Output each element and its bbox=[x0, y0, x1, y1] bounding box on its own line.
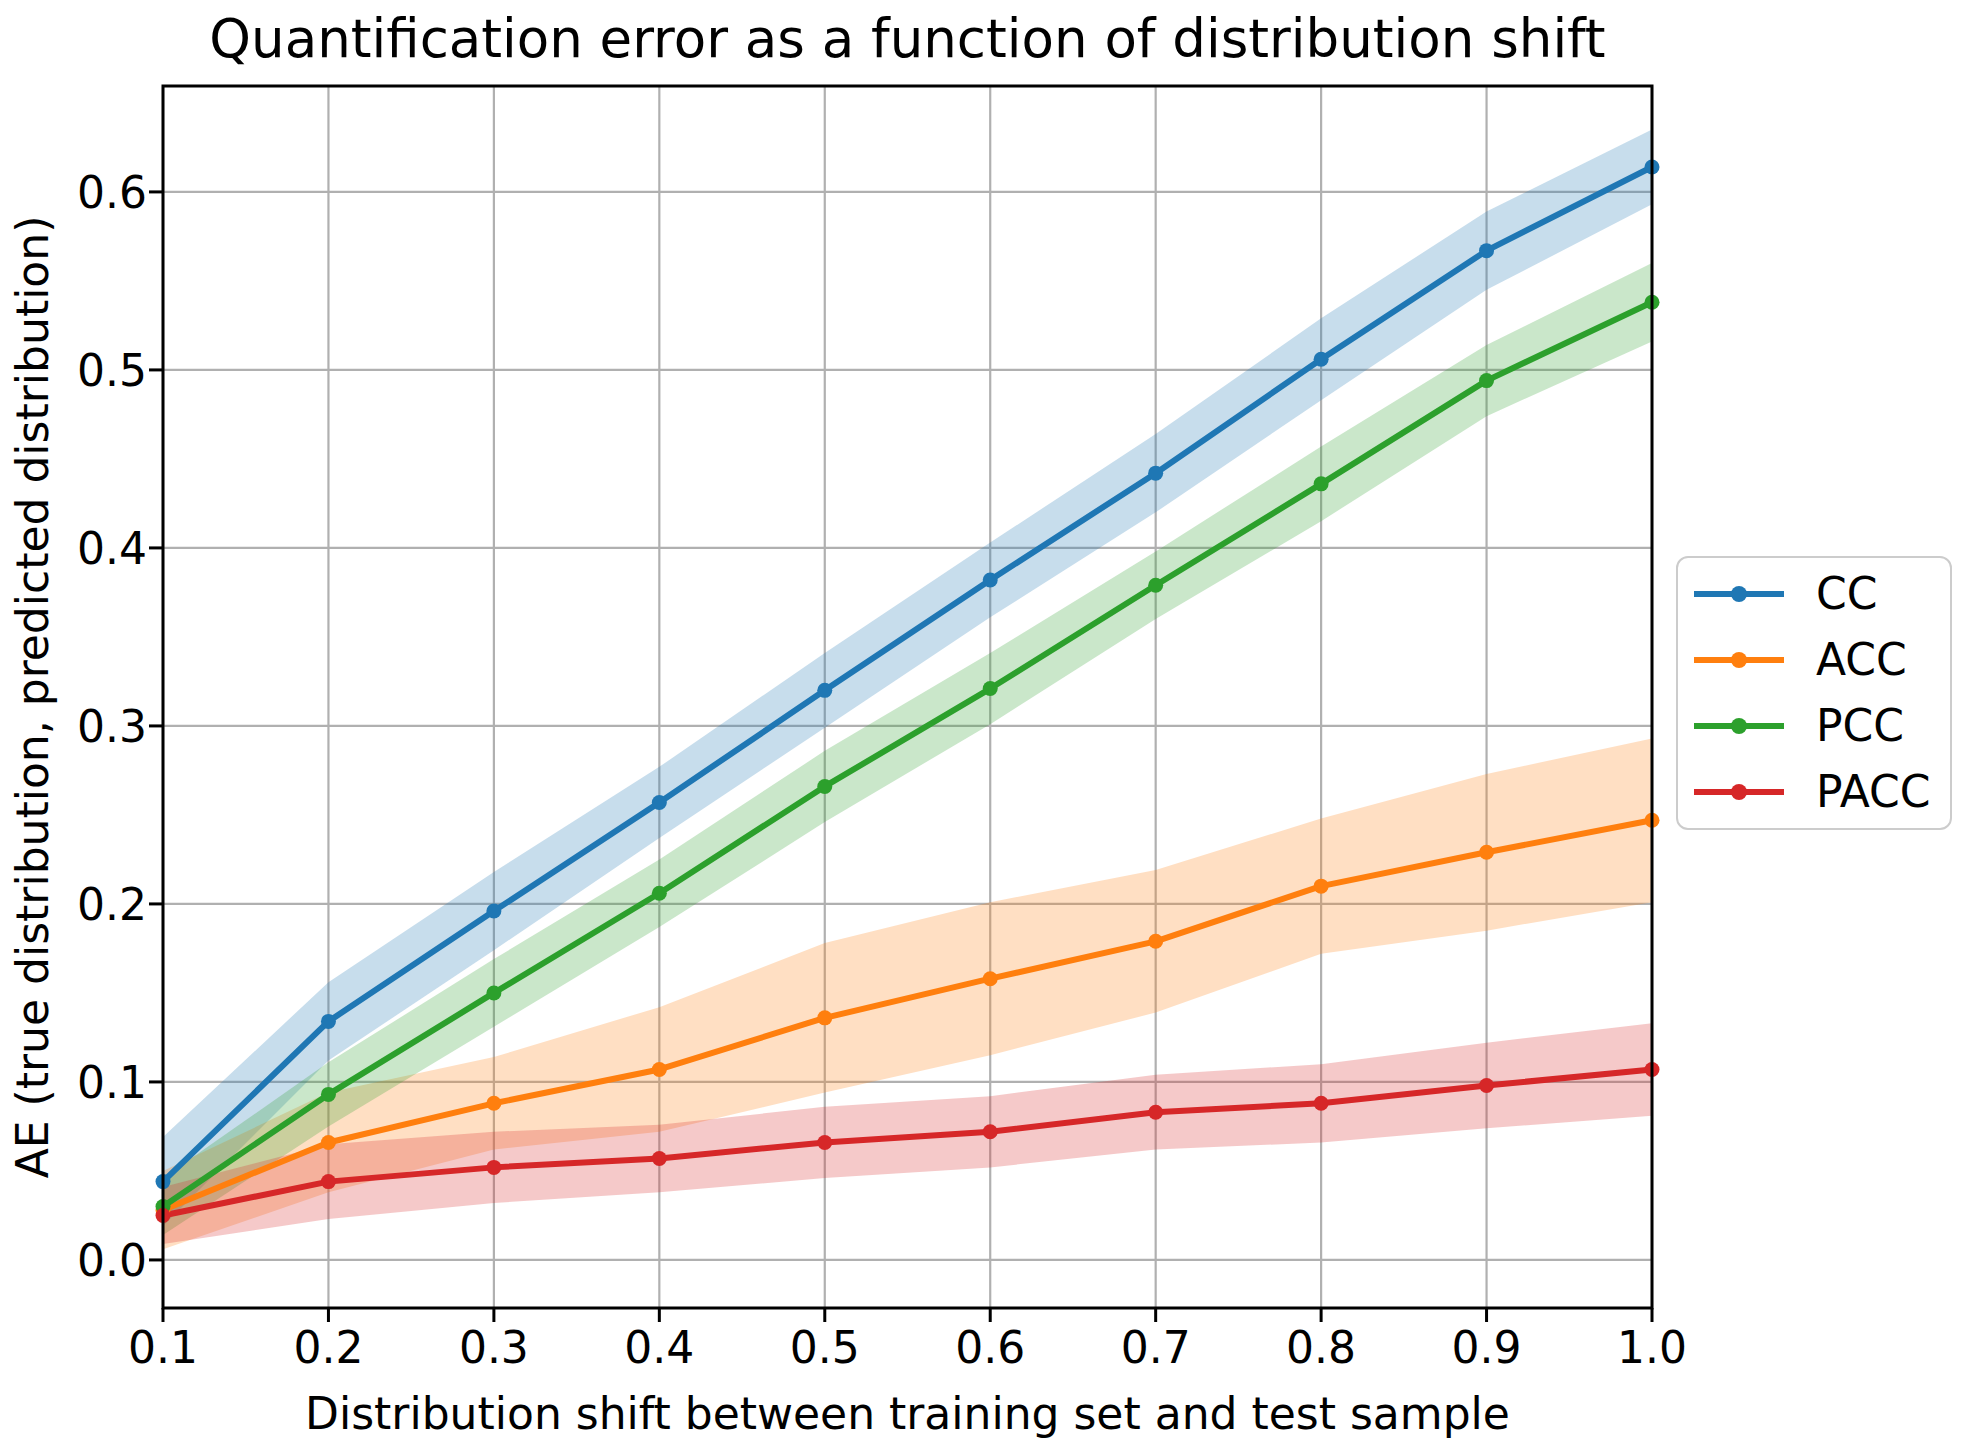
x-tick-label: 0.3 bbox=[459, 1322, 529, 1373]
y-tick-label: 0.3 bbox=[77, 701, 147, 752]
legend-label-acc: ACC bbox=[1816, 638, 1907, 682]
data-point-pcc bbox=[321, 1087, 336, 1102]
data-point-cc bbox=[1148, 466, 1163, 481]
legend-line-icon bbox=[1692, 782, 1788, 802]
data-point-pacc bbox=[983, 1124, 998, 1139]
x-tick-label: 0.7 bbox=[1121, 1322, 1191, 1373]
y-tick-label: 0.1 bbox=[77, 1057, 147, 1108]
legend-label-cc: CC bbox=[1816, 572, 1877, 616]
data-point-acc bbox=[1314, 879, 1329, 894]
data-point-pcc bbox=[1479, 373, 1494, 388]
data-point-pcc bbox=[1314, 476, 1329, 491]
y-tick-label: 0.2 bbox=[77, 879, 147, 930]
x-tick-label: 0.4 bbox=[624, 1322, 694, 1373]
data-point-acc bbox=[652, 1062, 667, 1077]
data-point-pcc bbox=[817, 779, 832, 794]
data-point-acc bbox=[983, 971, 998, 986]
legend: CC ACC PCC PACC bbox=[1676, 556, 1952, 830]
legend-label-pcc: PCC bbox=[1816, 704, 1904, 748]
data-point-pacc bbox=[817, 1135, 832, 1150]
data-point-acc bbox=[817, 1010, 832, 1025]
data-point-cc bbox=[652, 795, 667, 810]
legend-line-icon bbox=[1692, 650, 1788, 670]
legend-marker-icon bbox=[1731, 586, 1747, 602]
legend-entry-pcc: PCC bbox=[1692, 704, 1950, 748]
legend-marker-icon bbox=[1731, 718, 1747, 734]
legend-entry-pacc: PACC bbox=[1692, 770, 1950, 814]
y-axis-label: AE (true distribution, predicted distrib… bbox=[7, 216, 58, 1179]
data-point-acc bbox=[321, 1135, 336, 1150]
data-point-pacc bbox=[652, 1151, 667, 1166]
data-point-cc bbox=[1314, 352, 1329, 367]
legend-marker-icon bbox=[1731, 652, 1747, 668]
legend-line-icon bbox=[1692, 584, 1788, 604]
x-tick-label: 0.8 bbox=[1286, 1322, 1356, 1373]
data-point-cc bbox=[983, 572, 998, 587]
x-tick-label: 0.6 bbox=[955, 1322, 1025, 1373]
data-point-acc bbox=[1148, 934, 1163, 949]
data-point-cc bbox=[321, 1014, 336, 1029]
data-point-cc bbox=[1479, 243, 1494, 258]
data-point-pacc bbox=[321, 1174, 336, 1189]
legend-line-icon bbox=[1692, 716, 1788, 736]
legend-entry-acc: ACC bbox=[1692, 638, 1950, 682]
data-point-acc bbox=[1479, 845, 1494, 860]
data-point-pcc bbox=[652, 886, 667, 901]
data-point-cc bbox=[486, 904, 501, 919]
figure: 0.1 0.2 0.3 0.4 0.5 0.6 0.7 0.8 0.9 1.0 0.0 0.1 0.2 0… bbox=[0, 0, 1969, 1446]
data-point-pacc bbox=[1148, 1105, 1163, 1120]
data-point-pcc bbox=[1148, 578, 1163, 593]
data-point-pcc bbox=[486, 985, 501, 1000]
legend-marker-icon bbox=[1731, 784, 1747, 800]
data-point-pacc bbox=[486, 1160, 501, 1175]
x-tick-label: 0.1 bbox=[128, 1322, 198, 1373]
y-tick-label: 0.6 bbox=[77, 167, 147, 218]
chart-title: Quantification error as a function of di… bbox=[163, 10, 1652, 68]
y-tick-label: 0.4 bbox=[77, 523, 147, 574]
x-axis-label: Distribution shift between training set … bbox=[163, 1388, 1652, 1439]
y-tick-label: 0.5 bbox=[77, 345, 147, 396]
legend-entry-cc: CC bbox=[1692, 572, 1950, 616]
x-tick-label: 1.0 bbox=[1617, 1322, 1687, 1373]
data-point-pcc bbox=[983, 681, 998, 696]
data-point-pacc bbox=[1479, 1078, 1494, 1093]
x-tick-label: 0.5 bbox=[790, 1322, 860, 1373]
data-point-pacc bbox=[1314, 1096, 1329, 1111]
data-point-cc bbox=[817, 683, 832, 698]
data-point-acc bbox=[486, 1096, 501, 1111]
y-tick-label: 0.0 bbox=[77, 1235, 147, 1286]
chart-canvas: 0.1 0.2 0.3 0.4 0.5 0.6 0.7 0.8 0.9 1.0 0.0 0.1 0.2 0… bbox=[0, 0, 1969, 1446]
x-tick-label: 0.9 bbox=[1452, 1322, 1522, 1373]
legend-label-pacc: PACC bbox=[1816, 770, 1931, 814]
x-tick-label: 0.2 bbox=[293, 1322, 363, 1373]
